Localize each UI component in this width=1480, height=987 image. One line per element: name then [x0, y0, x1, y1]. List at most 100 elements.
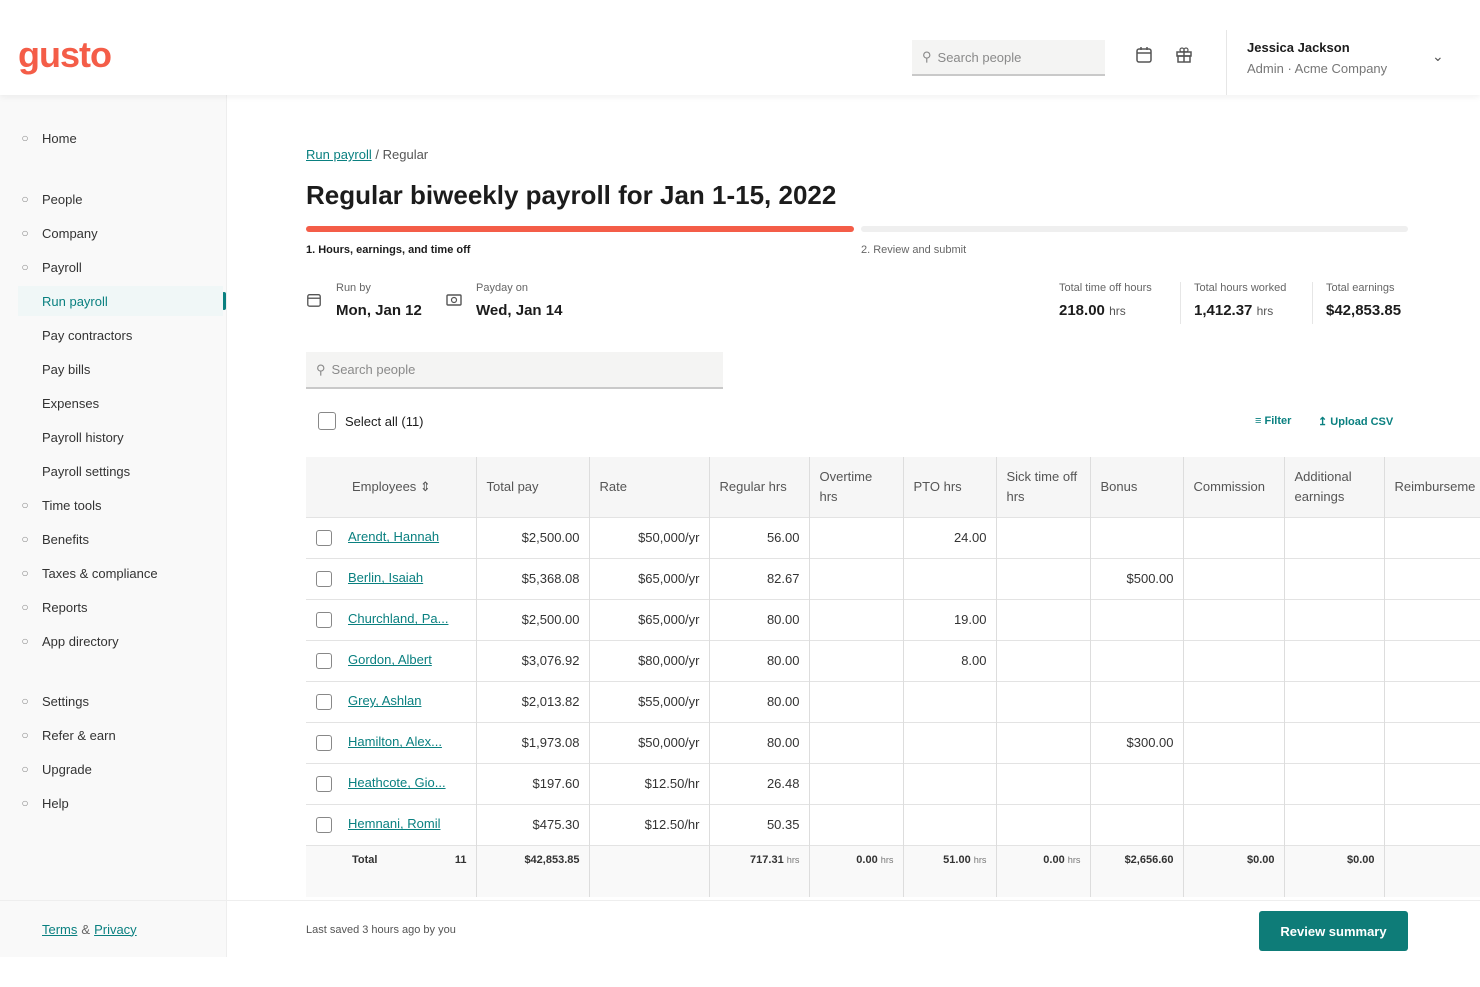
table-cell: $475.30: [476, 803, 590, 845]
building-icon: ○: [21, 226, 29, 240]
stat-value: 218.00 hrs: [1059, 302, 1126, 319]
row-checkbox[interactable]: [316, 693, 332, 710]
sidebar-item-pay-contractors[interactable]: Pay contractors: [18, 320, 223, 350]
review-summary-button[interactable]: Review summary: [1259, 911, 1408, 951]
table-cell: [809, 639, 904, 681]
table-cell: [1090, 762, 1184, 804]
total-cell: 0.00 hrs: [809, 844, 904, 897]
privacy-link[interactable]: Privacy: [94, 921, 137, 937]
people-search-input[interactable]: ⚲ Search people: [306, 352, 723, 389]
employee-link[interactable]: Hemnani, Romil: [348, 816, 441, 832]
employee-link[interactable]: Churchland, Pa...: [348, 611, 449, 627]
sidebar-item-payroll-history[interactable]: Payroll history: [18, 422, 223, 452]
upload-icon: ↥: [1318, 416, 1328, 428]
row-checkbox[interactable]: [316, 570, 332, 587]
sidebar-item-label: Home: [42, 130, 77, 146]
table-cell: $2,013.82: [476, 680, 590, 722]
calendar-icon: [306, 292, 322, 313]
column-header: Rate: [589, 457, 710, 517]
progress-step-1: [306, 226, 854, 232]
gear-icon: ○: [21, 694, 29, 708]
row-checkbox[interactable]: [316, 734, 332, 751]
row-checkbox[interactable]: [316, 775, 332, 792]
row-checkbox[interactable]: [316, 529, 332, 546]
page-title: Regular biweekly payroll for Jan 1-15, 2…: [306, 180, 837, 210]
table-cell: [1090, 680, 1184, 722]
table-cell: [1384, 557, 1480, 599]
sidebar-item-taxes-compliance[interactable]: ○ Taxes & compliance: [18, 558, 223, 588]
sort-icon[interactable]: ⇕: [416, 478, 431, 494]
chevron-down-icon[interactable]: ⌄: [1432, 48, 1444, 64]
header-search-input[interactable]: ⚲ Search people: [912, 40, 1105, 76]
table-cell: $197.60: [476, 762, 590, 804]
sidebar-footer: Terms & Privacy: [0, 900, 227, 957]
table-cell: [1183, 639, 1285, 681]
table-cell: 50.35: [709, 803, 810, 845]
table-cell: [903, 803, 997, 845]
sidebar-item-refer-earn[interactable]: ○ Refer & earn: [18, 720, 223, 750]
stat-value: 1,412.37 hrs: [1194, 302, 1274, 319]
heart-icon: ○: [21, 532, 29, 546]
sidebar-item-payroll-settings[interactable]: Payroll settings: [18, 456, 223, 486]
table-cell: $500.00: [1090, 557, 1184, 599]
table-cell: $12.50/hr: [589, 803, 710, 845]
sidebar-item-upgrade[interactable]: ○ Upgrade: [18, 754, 223, 784]
breadcrumb-run-payroll[interactable]: Run payroll: [306, 147, 372, 162]
sidebar-item-payroll[interactable]: ○ Payroll: [18, 252, 223, 282]
folder-icon: ○: [21, 600, 29, 614]
employee-link[interactable]: Gordon, Albert: [348, 652, 432, 668]
sidebar-item-people[interactable]: ○ People: [18, 184, 223, 214]
column-header: PTO hrs: [903, 457, 997, 517]
sidebar-item-time-tools[interactable]: ○ Time tools: [18, 490, 223, 520]
sidebar-item-settings[interactable]: ○ Settings: [18, 686, 223, 716]
filter-button[interactable]: ≡ Filter: [1255, 415, 1292, 427]
employee-link[interactable]: Berlin, Isaiah: [348, 570, 424, 586]
sidebar-item-app-directory[interactable]: ○ App directory: [18, 626, 223, 656]
table-cell: $55,000/yr: [589, 680, 710, 722]
sidebar-item-label: Upgrade: [42, 761, 92, 777]
payday-value: Wed, Jan 14: [476, 302, 563, 319]
sidebar-item-company[interactable]: ○ Company: [18, 218, 223, 248]
row-checkbox[interactable]: [316, 652, 332, 669]
table-row: Hamilton, Alex... $1,973.08 $50,000/yr 80.0…: [306, 721, 1480, 763]
sidebar-item-expenses[interactable]: Expenses: [18, 388, 223, 418]
table-cell: 80.00: [709, 639, 810, 681]
employee-link[interactable]: Hamilton, Alex...: [348, 734, 442, 750]
column-header[interactable]: Employees ⇕: [306, 457, 477, 517]
table-cell: [1183, 762, 1285, 804]
sidebar-item-pay-bills[interactable]: Pay bills: [18, 354, 223, 384]
sidebar-item-reports[interactable]: ○ Reports: [18, 592, 223, 622]
sidebar-item-home[interactable]: ○ Home: [18, 123, 223, 153]
sidebar-item-label: Help: [42, 795, 69, 811]
sidebar-item-benefits[interactable]: ○ Benefits: [18, 524, 223, 554]
row-checkbox[interactable]: [316, 611, 332, 628]
terms-link[interactable]: Terms: [42, 921, 78, 937]
employee-link[interactable]: Arendt, Hannah: [348, 529, 440, 545]
gift-icon[interactable]: [1175, 46, 1195, 66]
table-cell: 24.00: [903, 516, 997, 558]
table-cell: [1090, 598, 1184, 640]
checkbox[interactable]: [318, 412, 336, 430]
run-by-value: Mon, Jan 12: [336, 302, 422, 319]
select-all-checkbox[interactable]: Select all (11): [318, 412, 424, 430]
column-header: Total pay: [476, 457, 590, 517]
table-cell: [1284, 598, 1385, 640]
calendar-icon[interactable]: [1135, 46, 1155, 66]
row-checkbox[interactable]: [316, 816, 332, 833]
last-saved-text: Last saved 3 hours ago by you: [306, 924, 456, 936]
top-header: gusto ⚲ Search people Jessica Jackson Adm…: [0, 0, 1480, 95]
table-cell: $300.00: [1090, 721, 1184, 763]
sidebar-item-run-payroll[interactable]: Run payroll: [18, 286, 223, 316]
list-icon: ○: [21, 566, 29, 580]
gift-icon: ○: [21, 728, 29, 742]
table-cell: 26.48: [709, 762, 810, 804]
upload-csv-button[interactable]: ↥ Upload CSV: [1318, 416, 1394, 428]
divider: [1312, 282, 1313, 324]
total-cell: $2,656.60: [1090, 844, 1184, 897]
gusto-logo[interactable]: gusto: [18, 34, 112, 75]
employee-link[interactable]: Heathcote, Gio...: [348, 775, 446, 791]
user-name[interactable]: Jessica Jackson: [1247, 40, 1350, 55]
sidebar-item-label: Pay bills: [42, 361, 91, 377]
employee-link[interactable]: Grey, Ashlan: [348, 693, 422, 709]
sidebar-item-help[interactable]: ○ Help: [18, 788, 223, 818]
